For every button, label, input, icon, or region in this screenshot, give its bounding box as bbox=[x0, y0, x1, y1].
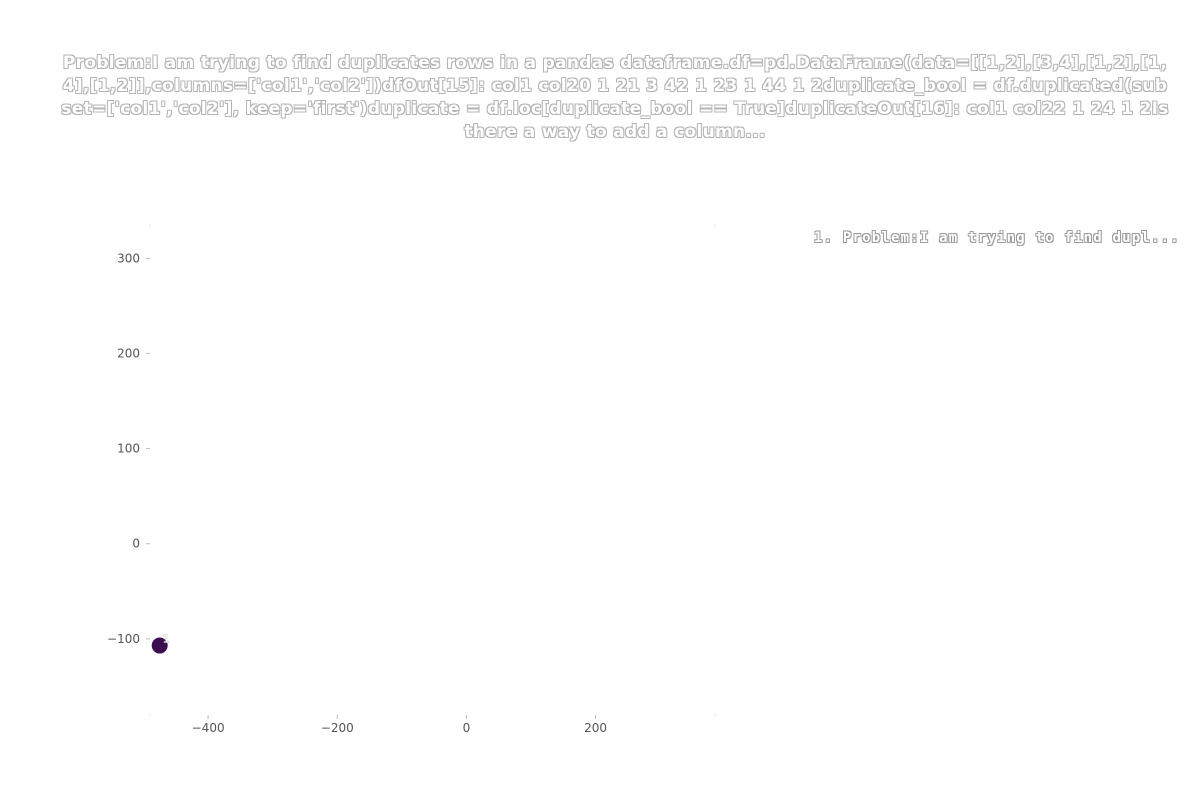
x-tick-label: 200 bbox=[584, 721, 607, 735]
legend: 1. Problem:I am trying to find dupl... bbox=[814, 230, 1194, 250]
y-tick-label: 0 bbox=[132, 537, 140, 551]
y-tick-label: −100 bbox=[107, 632, 140, 646]
y-tick-label: 100 bbox=[117, 442, 140, 456]
y-tick-label: 300 bbox=[117, 251, 140, 265]
x-tick-label: −200 bbox=[321, 721, 354, 735]
x-tick-label: 0 bbox=[463, 721, 471, 735]
x-tick-label: −400 bbox=[192, 721, 225, 735]
y-tick-label: 200 bbox=[117, 346, 140, 360]
data-point bbox=[151, 637, 168, 654]
chart-title: Problem:I am trying to find duplicates r… bbox=[61, 53, 1169, 142]
data-point-label: 1 bbox=[163, 633, 170, 646]
legend-entry: 1. Problem:I am trying to find dupl... bbox=[814, 230, 1180, 246]
plot-area: 300 200 100 0 −100 −400 −200 0 200 1 bbox=[107, 223, 716, 735]
